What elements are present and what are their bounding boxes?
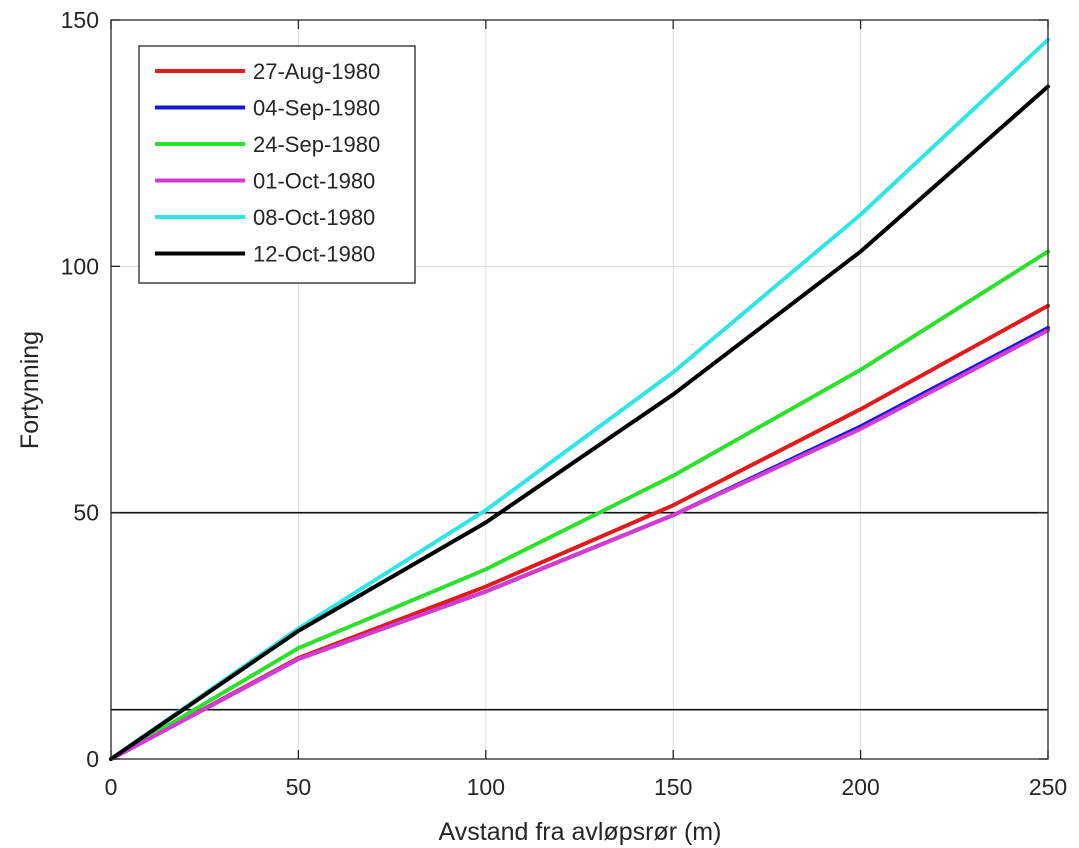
y-tick-label: 150 [61, 7, 99, 33]
plot-frame [110, 19, 1049, 760]
x-tick-label: 200 [841, 774, 879, 800]
x-axis-label: Avstand fra avløpsrør (m) [439, 818, 722, 846]
legend-box [138, 45, 416, 284]
series-lines [109, 37, 1050, 761]
x-axis-ticks: 0 50 100 150 200 250 [105, 20, 1067, 800]
y-axis-label: Fortynning [16, 331, 44, 449]
legend-label: 08-Oct-1980 [253, 205, 375, 230]
legend-label: 24-Sep-1980 [253, 132, 380, 157]
y-tick-label: 0 [86, 746, 99, 772]
x-tick-label: 250 [1029, 774, 1067, 800]
legend-label: 12-Oct-1980 [253, 242, 375, 267]
y-axis-ticks: 0 50 100 150 [61, 7, 1048, 772]
series-line [109, 328, 1050, 761]
x-tick-label: 0 [105, 774, 118, 800]
y-tick-label: 50 [73, 500, 99, 526]
series-line [109, 249, 1050, 761]
x-tick-label: 100 [467, 774, 505, 800]
series-line [109, 84, 1050, 761]
legend: 27-Aug-1980 04-Sep-1980 24-Sep-1980 01-Oct-… [138, 45, 416, 284]
legend-label: 27-Aug-1980 [253, 59, 380, 84]
reference-lines [111, 511, 1048, 711]
y-tick-label: 100 [61, 253, 99, 279]
legend-label: 01-Oct-1980 [253, 169, 375, 194]
legend-label: 04-Sep-1980 [253, 96, 380, 121]
x-tick-label: 150 [654, 774, 692, 800]
x-tick-label: 50 [286, 774, 312, 800]
